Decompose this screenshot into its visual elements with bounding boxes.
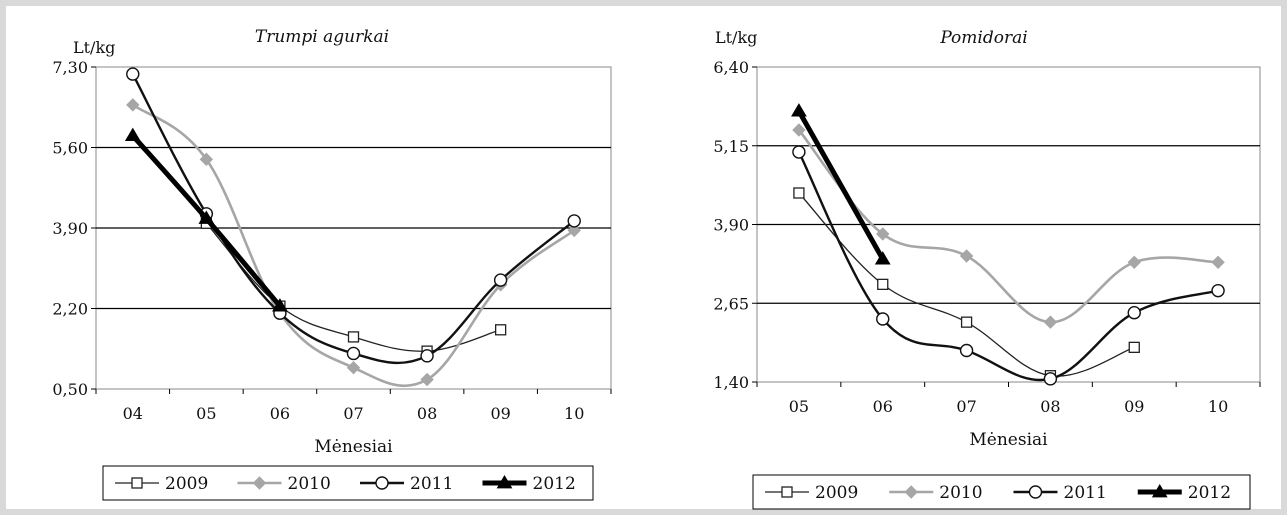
legend-label-2010: 2010 (288, 474, 331, 494)
series-2010 (792, 123, 1225, 329)
data-point-2011 (1127, 306, 1141, 320)
data-point-2012 (272, 298, 288, 312)
y-tick-label: 5,60 (52, 139, 88, 158)
data-point-2009 (877, 278, 889, 291)
data-point-2011 (567, 214, 581, 228)
data-point-2009 (960, 316, 973, 328)
y-tick-label: 2,20 (52, 300, 88, 319)
series-2012 (124, 127, 288, 312)
x-tick-label: 07 (343, 404, 363, 423)
data-point-2011 (493, 273, 508, 287)
chart-trumpi-agurkai: 0,50 2,20 3,90 5,60 7,30 04 05 06 07 08 09 10 Lt/kg T… (52, 27, 612, 501)
x-tick-label: 07 (956, 397, 976, 416)
x-tick-label: 10 (1208, 397, 1228, 416)
series-line-2012 (796, 108, 886, 262)
data-point-2010 (959, 249, 974, 263)
chart-title: Trumpi agurkai (255, 27, 389, 47)
x-tick-label: 08 (417, 404, 437, 423)
y-tick-label: 0,50 (52, 380, 88, 399)
data-point-2010 (420, 372, 434, 387)
legend: 2009 2010 2011 2012 (752, 474, 1251, 510)
data-point-2011 (876, 312, 890, 326)
data-point-2010 (876, 227, 890, 241)
legend-marker-2010 (904, 485, 918, 499)
legend-label-2012: 2012 (533, 474, 576, 494)
y-tick-label: 6,40 (713, 58, 749, 77)
data-point-2010 (1127, 255, 1141, 270)
x-tick-label: 09 (1124, 397, 1144, 416)
x-tick-label: 05 (789, 397, 809, 416)
y-tick-label: 3,90 (713, 216, 749, 235)
chart-title: Pomidorai (939, 28, 1027, 48)
data-point-2011 (346, 346, 361, 361)
legend-label-2010: 2010 (939, 483, 982, 503)
data-point-2011 (959, 343, 974, 358)
data-point-2011 (126, 67, 140, 81)
data-point-2009 (494, 324, 507, 336)
legend-marker-2012 (1151, 484, 1168, 498)
y-tick-label: 5,15 (713, 137, 749, 156)
data-point-2012 (874, 251, 891, 265)
x-tick-label: 05 (196, 404, 216, 423)
legend-marker-2010 (252, 476, 267, 490)
x-tick-label: 06 (270, 404, 290, 423)
legend-marker-2009 (131, 477, 143, 489)
data-point-2011 (792, 145, 806, 159)
legend-marker-2012 (496, 475, 513, 489)
legend-marker-2011 (1028, 485, 1043, 499)
series-2011 (792, 145, 1225, 386)
data-point-2010 (1211, 255, 1225, 270)
data-point-2010 (346, 360, 361, 375)
x-axis-label: Mėnesiai (969, 430, 1048, 450)
y-axis-unit: Lt/kg (73, 38, 115, 57)
y-tick-label: 7,30 (52, 58, 88, 77)
legend-label-2012: 2012 (1188, 483, 1231, 503)
data-point-2009 (793, 187, 805, 199)
data-point-2009 (1128, 341, 1140, 354)
y-tick-label: 2,65 (713, 294, 749, 313)
y-axis-unit: Lt/kg (715, 28, 757, 47)
data-point-2012 (198, 210, 215, 224)
y-tick-label: 1,40 (713, 373, 749, 392)
y-tick-label: 3,90 (52, 219, 88, 238)
data-point-2011 (1043, 372, 1058, 386)
chart-pomidorai: 1,40 2,65 3,90 5,15 6,40 05 06 07 08 09 10 Lt/kg Pom… (713, 28, 1261, 510)
legend-label-2009: 2009 (815, 483, 858, 503)
data-point-2010 (1043, 315, 1058, 329)
x-tick-label: 06 (873, 397, 893, 416)
legend: 2009 2010 2011 2012 (102, 465, 594, 501)
legend-marker-2009 (781, 486, 793, 498)
data-point-2011 (1211, 283, 1225, 298)
x-tick-label: 04 (123, 404, 143, 423)
legend-label-2009: 2009 (165, 474, 208, 494)
legend-label-2011: 2011 (410, 474, 453, 494)
legend-label-2011: 2011 (1064, 483, 1107, 503)
data-point-2009 (347, 331, 360, 343)
series-2012 (791, 103, 891, 265)
data-point-2012 (124, 127, 141, 142)
x-axis-label: Mėnesiai (314, 437, 393, 457)
data-point-2010 (199, 152, 214, 167)
legend-marker-2011 (375, 476, 389, 490)
x-tick-label: 10 (564, 404, 584, 423)
data-point-2010 (567, 223, 581, 238)
data-point-2010 (792, 123, 806, 137)
x-tick-label: 09 (490, 404, 510, 423)
data-point-2010 (126, 98, 140, 112)
x-tick-label: 08 (1040, 397, 1060, 416)
data-point-2011 (420, 349, 434, 363)
data-point-2012 (791, 103, 807, 117)
